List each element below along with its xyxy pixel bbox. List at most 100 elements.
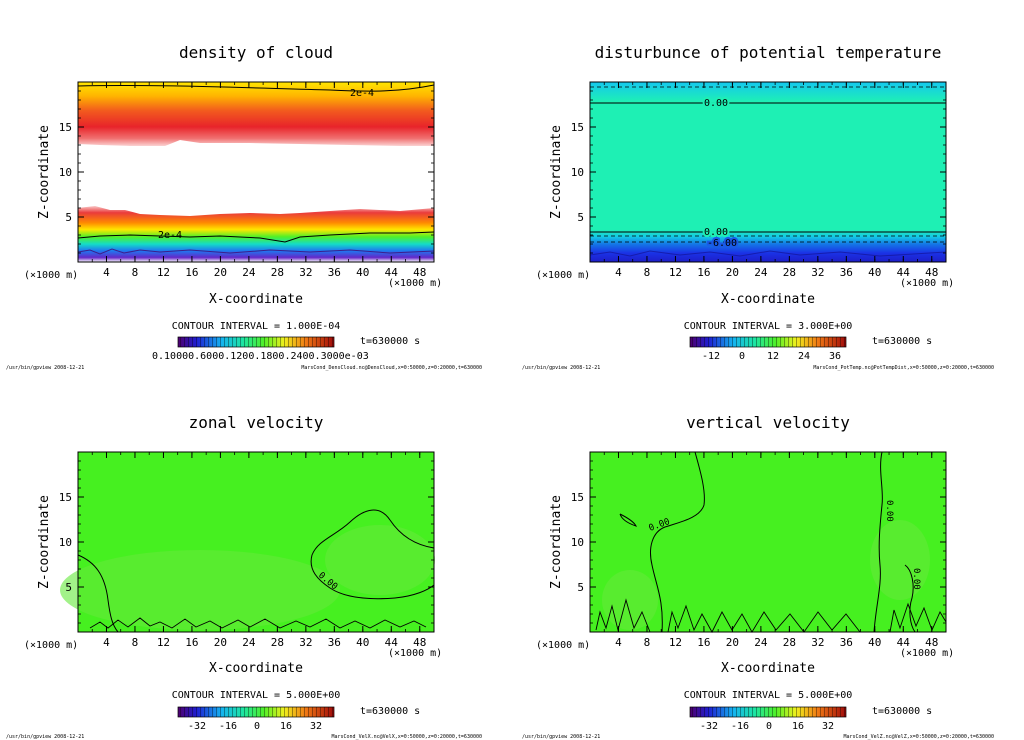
surface-noise [589,250,947,257]
x-tick-label: 16 [697,636,710,649]
y-axis-label: Z-coordinate [549,125,564,219]
x-unit-label: (×1000 m) [388,278,442,289]
footer-right: MarsCond_VelX.nc@VelX,x=0:50000,z=0:2000… [331,734,482,740]
x-tick-label: 4 [615,266,622,279]
y-axis-label: Z-coordinate [37,495,52,589]
x-tick-label: 40 [356,636,369,649]
x-tick-label: 28 [271,636,284,649]
panel-vertical-velocity: vertical velocity 0.00 0.00 0.00 4 8 12 16 2… [522,413,994,740]
x-tick-label: 40 [868,266,881,279]
colorbar-tick-label: -16 [731,721,749,732]
x-tick-label: 40 [868,636,881,649]
colorbar-tick-label: 0 [739,351,745,362]
contour-label: 0.00 [884,500,894,522]
x-axis-label: X-coordinate [721,661,815,676]
contour-2e-4-upper [77,84,435,92]
x-tick-label: 16 [697,266,710,279]
x-tick-label: 8 [644,266,651,279]
x-tick-label: 24 [242,266,256,279]
x-tick-label: 36 [840,266,853,279]
x-tick-label: 28 [271,266,284,279]
footer-left: /usr/bin/gpview 2008-12-21 [522,365,600,371]
y-tick-label: 5 [65,211,72,224]
panel-density-of-cloud: density of cloud 2e-4 2e-4 4 8 12 16 20 24 28 3… [6,43,482,371]
panel-zonal-velocity: zonal velocity 0.00 4 8 12 16 20 24 28 32 36 40 44… [6,413,482,740]
plot-area: 0.00 0.00 0.00 [589,451,947,633]
x-tick-label: 44 [897,636,911,649]
colorbar-labels: 0.10000.6000.1200.1800.2400.3000e-03 [152,351,369,362]
x-unit-label: (×1000 m) [388,648,442,659]
upper-cloud-band [78,82,434,146]
x-tick-label: 24 [754,266,768,279]
time-label: t=630000 s [872,706,932,717]
x-tick-label: 20 [726,266,739,279]
x-axis-label: X-coordinate [209,661,303,676]
x-tick-label: 48 [413,636,426,649]
y-tick-label: 15 [59,121,72,134]
colorbar-tick-label: 24 [798,351,810,362]
contour-0 [873,451,883,633]
x-tick-label: 28 [783,636,796,649]
y-tick-label: 15 [59,491,72,504]
x-tick-label: 8 [132,266,139,279]
y-tick-label: 10 [59,536,72,549]
contour-0 [650,451,705,633]
colorbar-tick-label: -16 [219,721,237,732]
x-tick-label: 44 [385,636,399,649]
x-tick-label: 32 [299,636,312,649]
contour-label: -6.00 [707,238,737,249]
x-tick-label: 12 [157,636,170,649]
x-tick-label: 12 [157,266,170,279]
contour-0-surface [89,617,427,629]
y-tick-label: 15 [571,121,584,134]
footer-left: /usr/bin/gpview 2008-12-21 [6,734,84,740]
x-axis-label: X-coordinate [209,292,303,307]
lower-cloud-band [78,206,434,262]
contour-interval: CONTOUR INTERVAL = 3.000E+00 [684,321,853,332]
colorbar-tick-label: 16 [792,721,804,732]
colorbar-tick-label: 0 [254,721,260,732]
time-label: t=630000 s [360,706,420,717]
plot-area: 2e-4 2e-4 [77,81,435,263]
x-tick-label: 12 [669,266,682,279]
contour-label: 2e-4 [158,230,182,241]
colorbar-tick-label: -32 [700,721,718,732]
x-tick-label: 48 [925,636,938,649]
colorbar-tick-label: 32 [822,721,834,732]
y-tick-label: 5 [577,581,584,594]
x-unit-label: (×1000 m) [900,278,954,289]
x-tick-label: 20 [214,636,227,649]
footer-right: MarsCond_DensCloud.nc@DensCloud,x=0:5000… [301,365,482,371]
x-unit-label: (×1000 m) [900,648,954,659]
x-tick-label: 32 [811,636,824,649]
time-label: t=630000 s [872,336,932,347]
x-axis-label: X-coordinate [721,292,815,307]
x-unit-label: (×1000 m) [24,270,78,281]
y-tick-label: 10 [571,166,584,179]
x-tick-label: 48 [925,266,938,279]
colorbar-tick-label: 12 [767,351,779,362]
contour-label: 0.00 [911,568,921,590]
time-label: t=630000 s [360,336,420,347]
x-unit-label: (×1000 m) [536,270,590,281]
x-tick-label: 4 [103,266,110,279]
x-tick-label: 32 [811,266,824,279]
y-tick-label: 15 [571,491,584,504]
colorbar-tick-label: -32 [188,721,206,732]
surface-noise [77,248,435,255]
x-tick-label: 12 [669,636,682,649]
footer-left: /usr/bin/gpview 2008-12-21 [6,365,84,371]
y-tick-label: 10 [571,536,584,549]
x-tick-label: 44 [897,266,911,279]
contour-interval: CONTOUR INTERVAL = 1.000E-04 [172,321,341,332]
contour-2e-4-lower [77,231,435,243]
plot-area: 0.00 [60,451,435,633]
x-tick-label: 28 [783,266,796,279]
x-tick-label: 36 [840,636,853,649]
contour-0 [904,564,916,633]
contour-0 [77,554,119,633]
contour-0 [310,509,435,600]
